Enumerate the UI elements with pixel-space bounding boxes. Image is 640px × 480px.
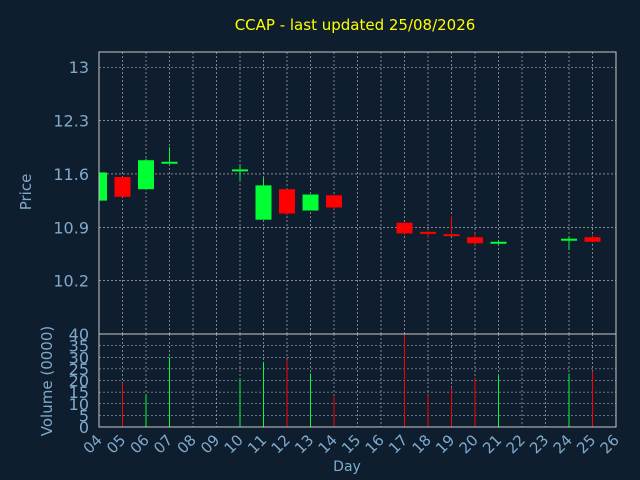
- x-tick-label: 16: [362, 431, 388, 457]
- x-tick-label: 07: [150, 431, 176, 457]
- candle-body: [161, 161, 178, 164]
- candle-body: [420, 231, 436, 234]
- x-tick-label: 24: [550, 431, 576, 457]
- x-tick-label: 12: [268, 431, 294, 457]
- volume-tick-label: 35: [69, 337, 89, 356]
- x-tick-label: 21: [479, 431, 505, 457]
- x-tick-label: 13: [291, 431, 317, 457]
- price-tick-label: 13: [69, 58, 89, 77]
- candle-body: [279, 189, 295, 214]
- candle-body: [232, 169, 248, 172]
- x-tick-label: 10: [221, 431, 247, 457]
- price-tick-label: 12.3: [53, 112, 89, 131]
- x-tick-label: 22: [503, 431, 529, 457]
- volume-bars-layer: [122, 334, 593, 427]
- x-tick-label: 23: [526, 431, 552, 457]
- candle-body: [443, 234, 460, 237]
- candle-body: [467, 237, 483, 244]
- candle-body: [302, 194, 319, 211]
- volume-tick-label: 40: [69, 325, 89, 344]
- volume-tick-label: 0: [79, 418, 89, 437]
- x-tick-label: 15: [338, 431, 364, 457]
- candle-body: [99, 172, 107, 201]
- price-tick-label: 10.9: [53, 218, 89, 237]
- candle-body: [490, 241, 507, 244]
- price-axis-label: Price: [17, 174, 35, 211]
- volume-grid: [99, 334, 616, 427]
- candle-body: [138, 160, 154, 190]
- volume-tick-label: 5: [79, 406, 89, 425]
- candle-body: [114, 176, 131, 197]
- volume-tick-label: 15: [69, 383, 89, 402]
- volume-tick-label: 10: [69, 395, 89, 414]
- volume-tick-label: 20: [69, 372, 89, 391]
- x-tick-label: 08: [174, 431, 200, 457]
- candle-body: [584, 237, 601, 242]
- panel-frames: [98, 51, 617, 428]
- candles-layer: [98, 147, 601, 251]
- candle-body: [255, 185, 272, 220]
- x-tick-label: 11: [244, 431, 270, 457]
- x-tick-label: 09: [197, 431, 223, 457]
- chart-title: CCAP - last updated 25/08/2026: [235, 16, 476, 34]
- price-grid: [99, 52, 616, 334]
- x-tick-label: 19: [432, 431, 458, 457]
- volume-axis-label: Volume (0000): [38, 326, 56, 436]
- x-axis-label: Day: [333, 459, 361, 475]
- x-tick-label: 14: [315, 431, 341, 457]
- x-tick-label: 06: [127, 431, 153, 457]
- volume-tick-label: 30: [69, 348, 89, 367]
- price-tick-label: 10.2: [53, 272, 89, 291]
- candle-body: [396, 222, 413, 234]
- price-tick-label: 11.6: [53, 165, 89, 184]
- x-tick-label: 26: [597, 431, 623, 457]
- tick-labels-layer: 1312.311.610.910.20510152025303540040506…: [53, 58, 622, 457]
- x-tick-label: 05: [103, 431, 129, 457]
- x-tick-label: 17: [385, 431, 411, 457]
- volume-tick-label: 25: [69, 360, 89, 379]
- candle-body: [561, 238, 577, 241]
- x-tick-label: 25: [573, 431, 599, 457]
- candle-body: [326, 195, 342, 208]
- volume-panel-frame: [98, 333, 617, 428]
- x-tick-label: 20: [456, 431, 482, 457]
- x-tick-label: 18: [409, 431, 435, 457]
